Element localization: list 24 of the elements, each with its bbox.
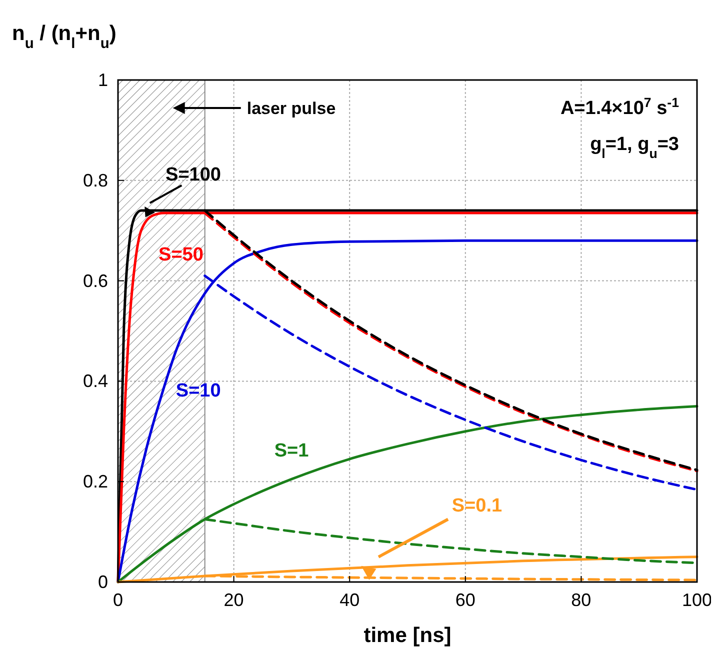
line-series — [116, 556, 698, 584]
text: S=0.1 — [452, 496, 502, 517]
series-label: S=1 — [274, 440, 310, 462]
y-tick-label: 1 — [98, 70, 108, 90]
x-tick-label: 40 — [340, 590, 360, 610]
x-tick-label: 20 — [224, 590, 244, 610]
annotation: g$_{l}$=1, g$_{u}$=3 — [590, 134, 679, 160]
y-axis-title: n$_{u}$ / (n$_{l}$+n$_{u}$) — [12, 22, 116, 52]
x-tick-label: 0 — [112, 590, 124, 610]
x-tick-label: 100 — [682, 590, 712, 610]
annotation: A=1.4×10$^{7}$ s$^{-1}$ — [560, 94, 680, 119]
y-tick-label: 0.4 — [82, 371, 108, 392]
y-tick-label: 0.8 — [82, 170, 108, 190]
series-label: S=10 — [176, 380, 221, 402]
band-label: laser pulse — [246, 99, 336, 118]
x-tick-label: 60 — [455, 590, 476, 610]
x-tick-label: 80 — [571, 590, 592, 610]
series-label: S=50 — [158, 244, 204, 266]
line-series — [116, 405, 698, 584]
y-tick-label: 0.2 — [82, 472, 108, 492]
x-axis-title: time [ns] — [364, 624, 452, 647]
y-tick-label: 0 — [98, 572, 108, 592]
y-tick-label: 0.6 — [82, 270, 108, 291]
series-label: S=100 — [166, 164, 222, 186]
